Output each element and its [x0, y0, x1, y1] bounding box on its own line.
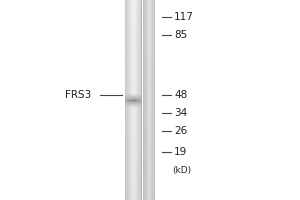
Text: 34: 34 [174, 108, 187, 118]
Text: (kD): (kD) [172, 166, 192, 176]
Text: FRS3: FRS3 [65, 90, 92, 100]
Text: 117: 117 [174, 12, 194, 22]
Text: 48: 48 [174, 90, 187, 100]
Text: 26: 26 [174, 126, 187, 136]
Text: 85: 85 [174, 30, 187, 40]
Text: 19: 19 [174, 147, 187, 157]
